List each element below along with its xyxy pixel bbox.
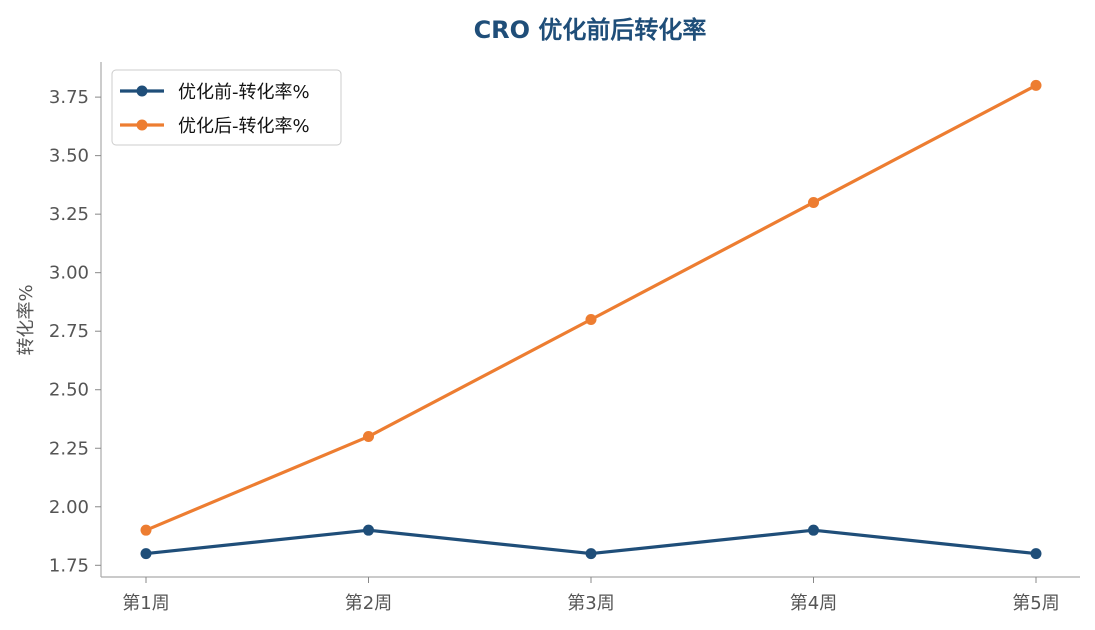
legend-marker (136, 119, 148, 131)
data-point-series-2 (140, 524, 152, 536)
y-ticks: 1.75 2.00 2.25 2.50 2.75 3.00 3.25 3.50 3.75 (49, 87, 101, 576)
series-line-2 (145, 83, 1037, 532)
y-tick-label: 2.00 (49, 497, 89, 518)
x-tick-label: 第2周 (345, 593, 392, 614)
y-tick-label: 2.25 (49, 438, 89, 459)
y-tick-label: 3.25 (49, 204, 89, 225)
series-layer (140, 79, 1042, 560)
data-point-series-1 (363, 524, 374, 536)
data-point-series-1 (808, 524, 819, 536)
legend-label: 优化前-转化率% (178, 82, 310, 103)
legend-marker (136, 85, 148, 97)
x-ticks: 第1周 第2周 第3周 第4周 第5周 (122, 577, 1060, 614)
y-axis-label: 转化率% (16, 284, 37, 355)
x-tick-label: 第5周 (1012, 593, 1059, 614)
x-tick-label: 第3周 (567, 593, 614, 614)
x-tick-label: 第1周 (122, 593, 169, 614)
data-point-series-2 (363, 431, 374, 443)
y-tick-label: 1.75 (49, 555, 89, 576)
y-tick-label: 3.75 (49, 87, 89, 108)
legend-box (111, 69, 342, 146)
x-tick-label: 第4周 (790, 593, 837, 614)
y-tick-label: 2.50 (49, 380, 89, 401)
legend: 优化前-转化率% 优化后-转化率% (111, 69, 342, 146)
y-tick-label: 3.00 (49, 263, 89, 284)
y-tick-label: 2.75 (49, 321, 89, 342)
data-point-series-2 (585, 314, 597, 325)
legend-label: 优化后-转化率% (178, 116, 310, 137)
data-point-series-2 (1030, 79, 1042, 91)
y-tick-label: 3.50 (49, 146, 89, 167)
data-point-series-1 (585, 548, 597, 560)
data-point-series-1 (1030, 548, 1042, 560)
data-point-series-2 (808, 196, 819, 208)
data-point-series-1 (140, 548, 152, 560)
chart-title: CRO 优化前后转化率 (474, 16, 707, 44)
